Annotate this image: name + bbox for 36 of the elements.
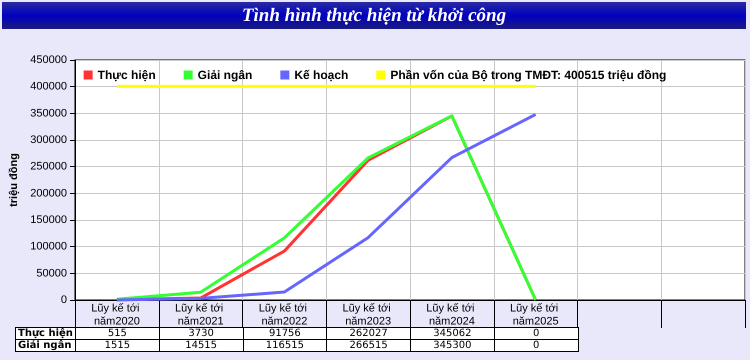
y-tick-label: 100000 <box>30 240 67 253</box>
data-label: 0 <box>494 328 578 340</box>
data-label: 0 <box>494 340 578 352</box>
text: Thực hiện <box>18 328 73 339</box>
legend-label: Kế hoạch <box>294 68 348 82</box>
data-label: 1515 <box>76 340 160 352</box>
x-tick-label: Lũy kế tới năm2021 <box>175 302 226 328</box>
text: Giải ngân <box>18 340 72 351</box>
x-tick-label: Lũy kế tới năm2023 <box>342 302 394 328</box>
x-tick-label: Lũy kế tới năm2024 <box>426 302 478 328</box>
data-label: 116515 <box>243 340 327 352</box>
data-label: 345062 <box>410 328 494 340</box>
data-label: 14515 <box>159 340 243 352</box>
y-axis-title: triệu đồng <box>8 153 20 207</box>
x-tick-label: Lũy kế tới năm2020 <box>91 302 142 328</box>
data-label: 266515 <box>326 340 410 352</box>
y-tick-label: 450000 <box>30 54 67 66</box>
legend-label: Giải ngân <box>198 68 252 82</box>
data-label: 3730 <box>159 328 243 340</box>
data-label: 345300 <box>410 340 494 352</box>
y-tick-label: 200000 <box>30 187 67 200</box>
data-label: 91756 <box>243 328 327 340</box>
x-tick-label: Lũy kế tới năm2022 <box>258 302 310 328</box>
y-tick-label: 0 <box>60 294 67 306</box>
data-label: 262027 <box>326 328 410 340</box>
y-tick-label: 300000 <box>30 134 67 146</box>
chart-title: Tình hình thực hiện từ khởi công <box>2 2 746 29</box>
legend-label: Thực hiện <box>98 68 156 82</box>
data-label: 515 <box>76 328 160 340</box>
y-tick-label: 250000 <box>30 160 67 173</box>
x-tick-label: Lũy kế tới năm2025 <box>510 302 562 328</box>
y-tick-label: 150000 <box>30 214 67 226</box>
legend-label: Phần vốn của Bộ trong TMĐT: 400515 triệu đồng <box>390 68 666 82</box>
y-tick-label: 350000 <box>30 107 67 120</box>
y-tick-label: 50000 <box>36 267 67 280</box>
y-tick-label: 400000 <box>30 80 67 93</box>
